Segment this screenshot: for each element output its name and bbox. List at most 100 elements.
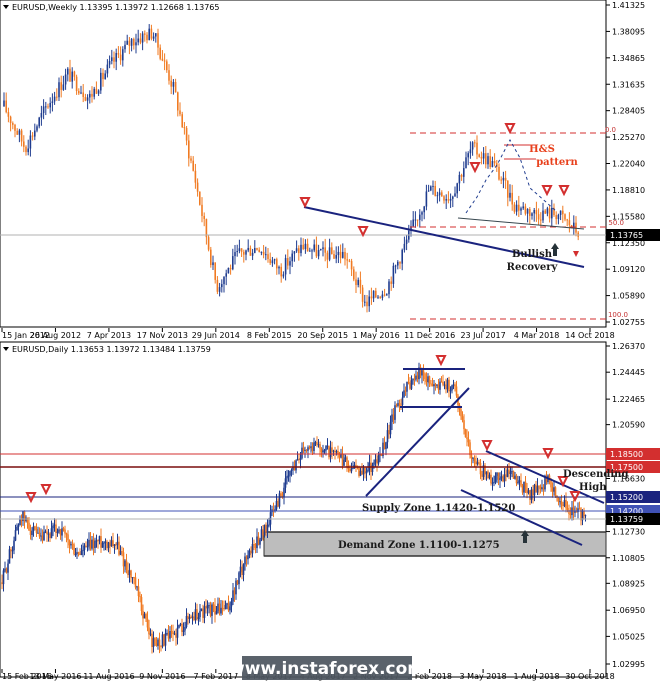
- candle-body: [166, 632, 168, 634]
- candle-body: [236, 580, 239, 585]
- daily-current-price-tag: [606, 513, 660, 525]
- time-tick-label: 11 Dec 2016: [404, 331, 455, 340]
- candle-body: [101, 542, 104, 548]
- candle-body: [487, 156, 489, 165]
- candle-body: [84, 96, 87, 101]
- candle-body: [506, 469, 509, 477]
- candle-body: [575, 222, 577, 233]
- candle-body: [205, 218, 208, 238]
- candle-body: [247, 555, 249, 560]
- candle-body: [199, 191, 201, 205]
- candle-body: [218, 287, 221, 292]
- candle-body: [337, 251, 340, 256]
- candle-body: [107, 542, 110, 549]
- candle-body: [50, 528, 53, 539]
- candle-body: [179, 110, 181, 115]
- candle-body: [376, 459, 378, 464]
- candle-body: [106, 541, 108, 549]
- candle-body: [438, 192, 441, 196]
- candle-body: [562, 504, 564, 507]
- candle-body: [509, 192, 511, 198]
- candle-body: [287, 475, 290, 477]
- candle-body: [241, 566, 243, 575]
- daily-candles: [1, 362, 587, 654]
- candle-body: [493, 160, 496, 164]
- candle-body: [269, 259, 271, 264]
- candle-body: [267, 254, 269, 260]
- candle-body: [122, 49, 124, 61]
- candle-body: [541, 487, 543, 490]
- candle-body: [203, 215, 205, 219]
- hs-label: H&S: [529, 144, 555, 155]
- candle-body: [29, 530, 32, 536]
- candle-body: [382, 442, 384, 457]
- demand-zone-label: Demand Zone 1.1100-1.1275: [338, 540, 500, 551]
- candle-body: [430, 383, 432, 385]
- descending-trendline: [485, 450, 605, 504]
- candle-body: [184, 626, 186, 631]
- price-tick-label: 1.20590: [612, 421, 645, 430]
- candle-body: [518, 204, 520, 211]
- candle-body: [392, 265, 395, 284]
- candle-body: [324, 247, 326, 253]
- level-1-1850-label: 1.18500: [610, 450, 643, 459]
- candle-body: [430, 186, 432, 191]
- candle-body: [419, 214, 421, 220]
- price-tick-label: 1.10805: [612, 554, 645, 563]
- candle-body: [141, 33, 144, 43]
- candle-body: [229, 606, 231, 611]
- time-tick-label: 9 Nov 2016: [139, 672, 185, 681]
- candle-body: [518, 480, 521, 483]
- candle-body: [526, 208, 529, 214]
- price-tick-label: 1.02755: [612, 318, 645, 327]
- candle-body: [34, 130, 36, 137]
- dropdown-icon[interactable]: [3, 347, 9, 351]
- candle-body: [110, 540, 113, 547]
- time-tick-label: 4 Mar 2018: [514, 331, 560, 340]
- candle-body: [188, 140, 190, 159]
- candle-body: [389, 421, 392, 435]
- candle-body: [511, 470, 513, 472]
- candle-body: [243, 251, 245, 255]
- candle-body: [467, 153, 469, 158]
- down-arrow-icon: [25, 492, 37, 504]
- candle-body: [401, 249, 403, 264]
- time-tick-label: 1 Aug 2018: [513, 672, 559, 681]
- candle-body: [150, 28, 153, 39]
- candle-body: [540, 219, 542, 221]
- candle-body: [447, 199, 450, 201]
- candle-body: [95, 540, 98, 542]
- candle-body: [265, 524, 267, 533]
- candle-body: [546, 208, 549, 214]
- candle-body: [449, 198, 452, 201]
- candle-body: [5, 568, 8, 573]
- candle-body: [233, 590, 236, 595]
- candle-body: [299, 458, 302, 461]
- candle-body: [485, 153, 487, 165]
- candle-body: [4, 568, 6, 571]
- candle-body: [352, 468, 354, 470]
- hs-label-2: pattern: [536, 157, 578, 168]
- candle-body: [161, 634, 164, 647]
- candle-body: [342, 251, 344, 258]
- candle-body: [500, 476, 503, 479]
- candle-body: [460, 174, 463, 177]
- price-tick-label: 1.16630: [612, 475, 645, 484]
- candle-body: [529, 208, 531, 216]
- candle-body: [328, 247, 331, 260]
- daily-header: EURUSD,Daily 1.13653 1.13972 1.13484 1.1…: [12, 345, 211, 354]
- price-tick-label: 1.12730: [612, 528, 645, 537]
- candle-body: [86, 97, 89, 101]
- candle-body: [578, 508, 581, 510]
- candle-body: [532, 489, 534, 496]
- candle-body: [230, 601, 233, 607]
- candle-body: [278, 266, 280, 269]
- price-tick-label: 1.38095: [612, 27, 645, 36]
- candle-body: [164, 633, 167, 646]
- candle-body: [386, 430, 389, 443]
- dropdown-icon[interactable]: [3, 5, 9, 9]
- candle-body: [423, 206, 425, 213]
- candle-body: [181, 114, 183, 128]
- weekly-neckline: [303, 206, 585, 268]
